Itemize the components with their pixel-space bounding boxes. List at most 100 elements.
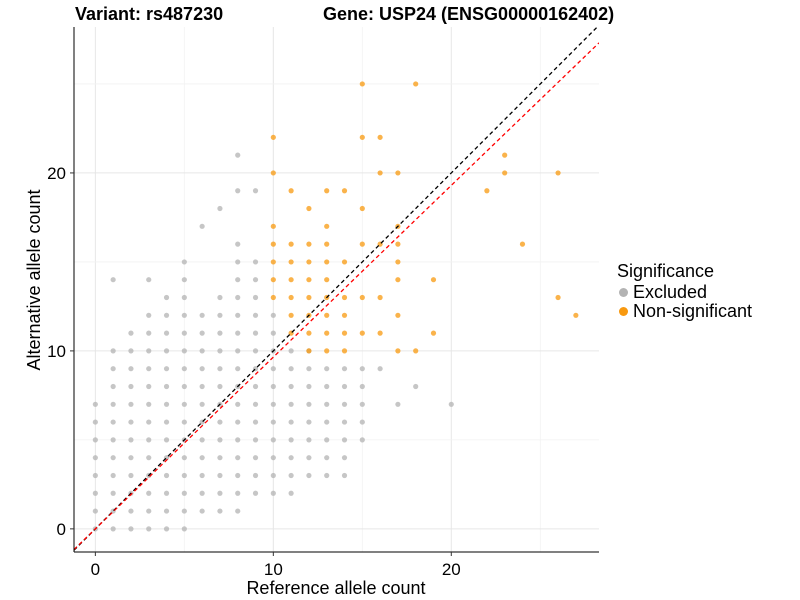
point-excluded bbox=[217, 508, 223, 514]
point-excluded bbox=[181, 348, 187, 354]
reference-line-identity bbox=[74, 27, 599, 551]
x-axis-title: Reference allele count bbox=[246, 578, 425, 598]
point-excluded bbox=[270, 455, 276, 461]
point-excluded bbox=[217, 294, 223, 301]
point-excluded bbox=[288, 437, 294, 443]
point-excluded bbox=[217, 330, 223, 336]
point-excluded bbox=[252, 419, 259, 425]
point-excluded bbox=[217, 348, 223, 354]
point-excluded bbox=[235, 330, 241, 336]
legend-item-non-significant: Non-significant bbox=[617, 301, 752, 321]
point-non-significant bbox=[288, 241, 294, 247]
point-excluded bbox=[324, 366, 330, 372]
point-excluded bbox=[235, 259, 241, 265]
point-non-significant bbox=[288, 259, 294, 265]
reference-line-fit bbox=[74, 42, 599, 550]
point-excluded bbox=[235, 419, 241, 425]
point-excluded bbox=[270, 437, 276, 443]
point-excluded bbox=[324, 383, 330, 390]
point-non-significant bbox=[341, 330, 348, 336]
point-excluded bbox=[270, 490, 276, 496]
point-excluded bbox=[306, 366, 312, 372]
point-excluded bbox=[128, 348, 134, 354]
point-non-significant bbox=[377, 170, 383, 176]
point-excluded bbox=[341, 366, 348, 372]
point-non-significant bbox=[270, 277, 276, 283]
point-excluded bbox=[110, 437, 116, 443]
point-excluded bbox=[92, 455, 98, 461]
point-excluded bbox=[110, 383, 116, 390]
point-excluded bbox=[181, 526, 187, 532]
point-non-significant bbox=[306, 259, 312, 265]
point-excluded bbox=[306, 437, 312, 443]
point-non-significant bbox=[306, 277, 312, 283]
point-excluded bbox=[199, 312, 205, 318]
point-non-significant bbox=[519, 241, 526, 247]
y-tick-label: 0 bbox=[57, 520, 66, 539]
point-non-significant bbox=[430, 277, 437, 283]
grid bbox=[74, 27, 599, 552]
point-non-significant bbox=[306, 205, 312, 212]
point-non-significant bbox=[324, 330, 330, 336]
point-non-significant bbox=[395, 312, 401, 318]
point-excluded bbox=[270, 366, 276, 372]
point-excluded bbox=[128, 455, 134, 461]
point-excluded bbox=[306, 455, 312, 461]
point-non-significant bbox=[341, 294, 348, 301]
point-excluded bbox=[163, 490, 170, 496]
point-excluded bbox=[146, 383, 152, 390]
point-excluded bbox=[92, 508, 98, 514]
point-excluded bbox=[359, 419, 365, 425]
point-excluded bbox=[199, 330, 205, 336]
point-non-significant bbox=[377, 330, 383, 336]
point-excluded bbox=[324, 437, 330, 443]
point-non-significant bbox=[359, 241, 365, 247]
point-non-significant bbox=[502, 152, 508, 158]
point-excluded bbox=[341, 437, 348, 443]
point-excluded bbox=[181, 277, 187, 283]
point-excluded bbox=[235, 437, 241, 443]
point-excluded bbox=[181, 455, 187, 461]
point-excluded bbox=[128, 508, 134, 514]
data-points bbox=[92, 81, 579, 532]
point-excluded bbox=[199, 455, 205, 461]
point-excluded bbox=[288, 383, 294, 390]
tick-labels: 0 10 20 0 10 20 bbox=[47, 164, 461, 579]
point-excluded bbox=[199, 348, 205, 354]
point-non-significant bbox=[270, 259, 276, 265]
legend-swatch-excluded bbox=[619, 288, 628, 297]
point-excluded bbox=[288, 401, 294, 407]
point-excluded bbox=[413, 383, 419, 390]
point-excluded bbox=[163, 383, 170, 390]
point-excluded bbox=[217, 472, 223, 479]
point-excluded bbox=[128, 401, 134, 407]
point-non-significant bbox=[484, 188, 490, 194]
point-excluded bbox=[235, 152, 241, 158]
point-excluded bbox=[217, 383, 223, 390]
point-non-significant bbox=[306, 294, 312, 301]
point-excluded bbox=[252, 277, 259, 283]
point-excluded bbox=[199, 437, 205, 443]
point-non-significant bbox=[288, 312, 294, 318]
point-excluded bbox=[163, 312, 170, 318]
point-excluded bbox=[163, 437, 170, 443]
point-excluded bbox=[128, 437, 134, 443]
point-excluded bbox=[288, 490, 294, 496]
point-excluded bbox=[252, 348, 259, 354]
point-excluded bbox=[181, 419, 187, 425]
x-tick-label: 10 bbox=[264, 560, 283, 579]
point-excluded bbox=[181, 312, 187, 318]
point-excluded bbox=[181, 366, 187, 372]
point-non-significant bbox=[341, 312, 348, 318]
point-excluded bbox=[217, 437, 223, 443]
point-excluded bbox=[252, 401, 259, 407]
point-excluded bbox=[199, 366, 205, 372]
point-excluded bbox=[324, 419, 330, 425]
point-excluded bbox=[448, 401, 454, 407]
point-excluded bbox=[163, 330, 170, 336]
legend-title: Significance bbox=[617, 261, 715, 281]
point-excluded bbox=[324, 401, 330, 407]
point-non-significant bbox=[395, 170, 401, 176]
point-excluded bbox=[288, 455, 294, 461]
reference-lines bbox=[74, 27, 599, 551]
